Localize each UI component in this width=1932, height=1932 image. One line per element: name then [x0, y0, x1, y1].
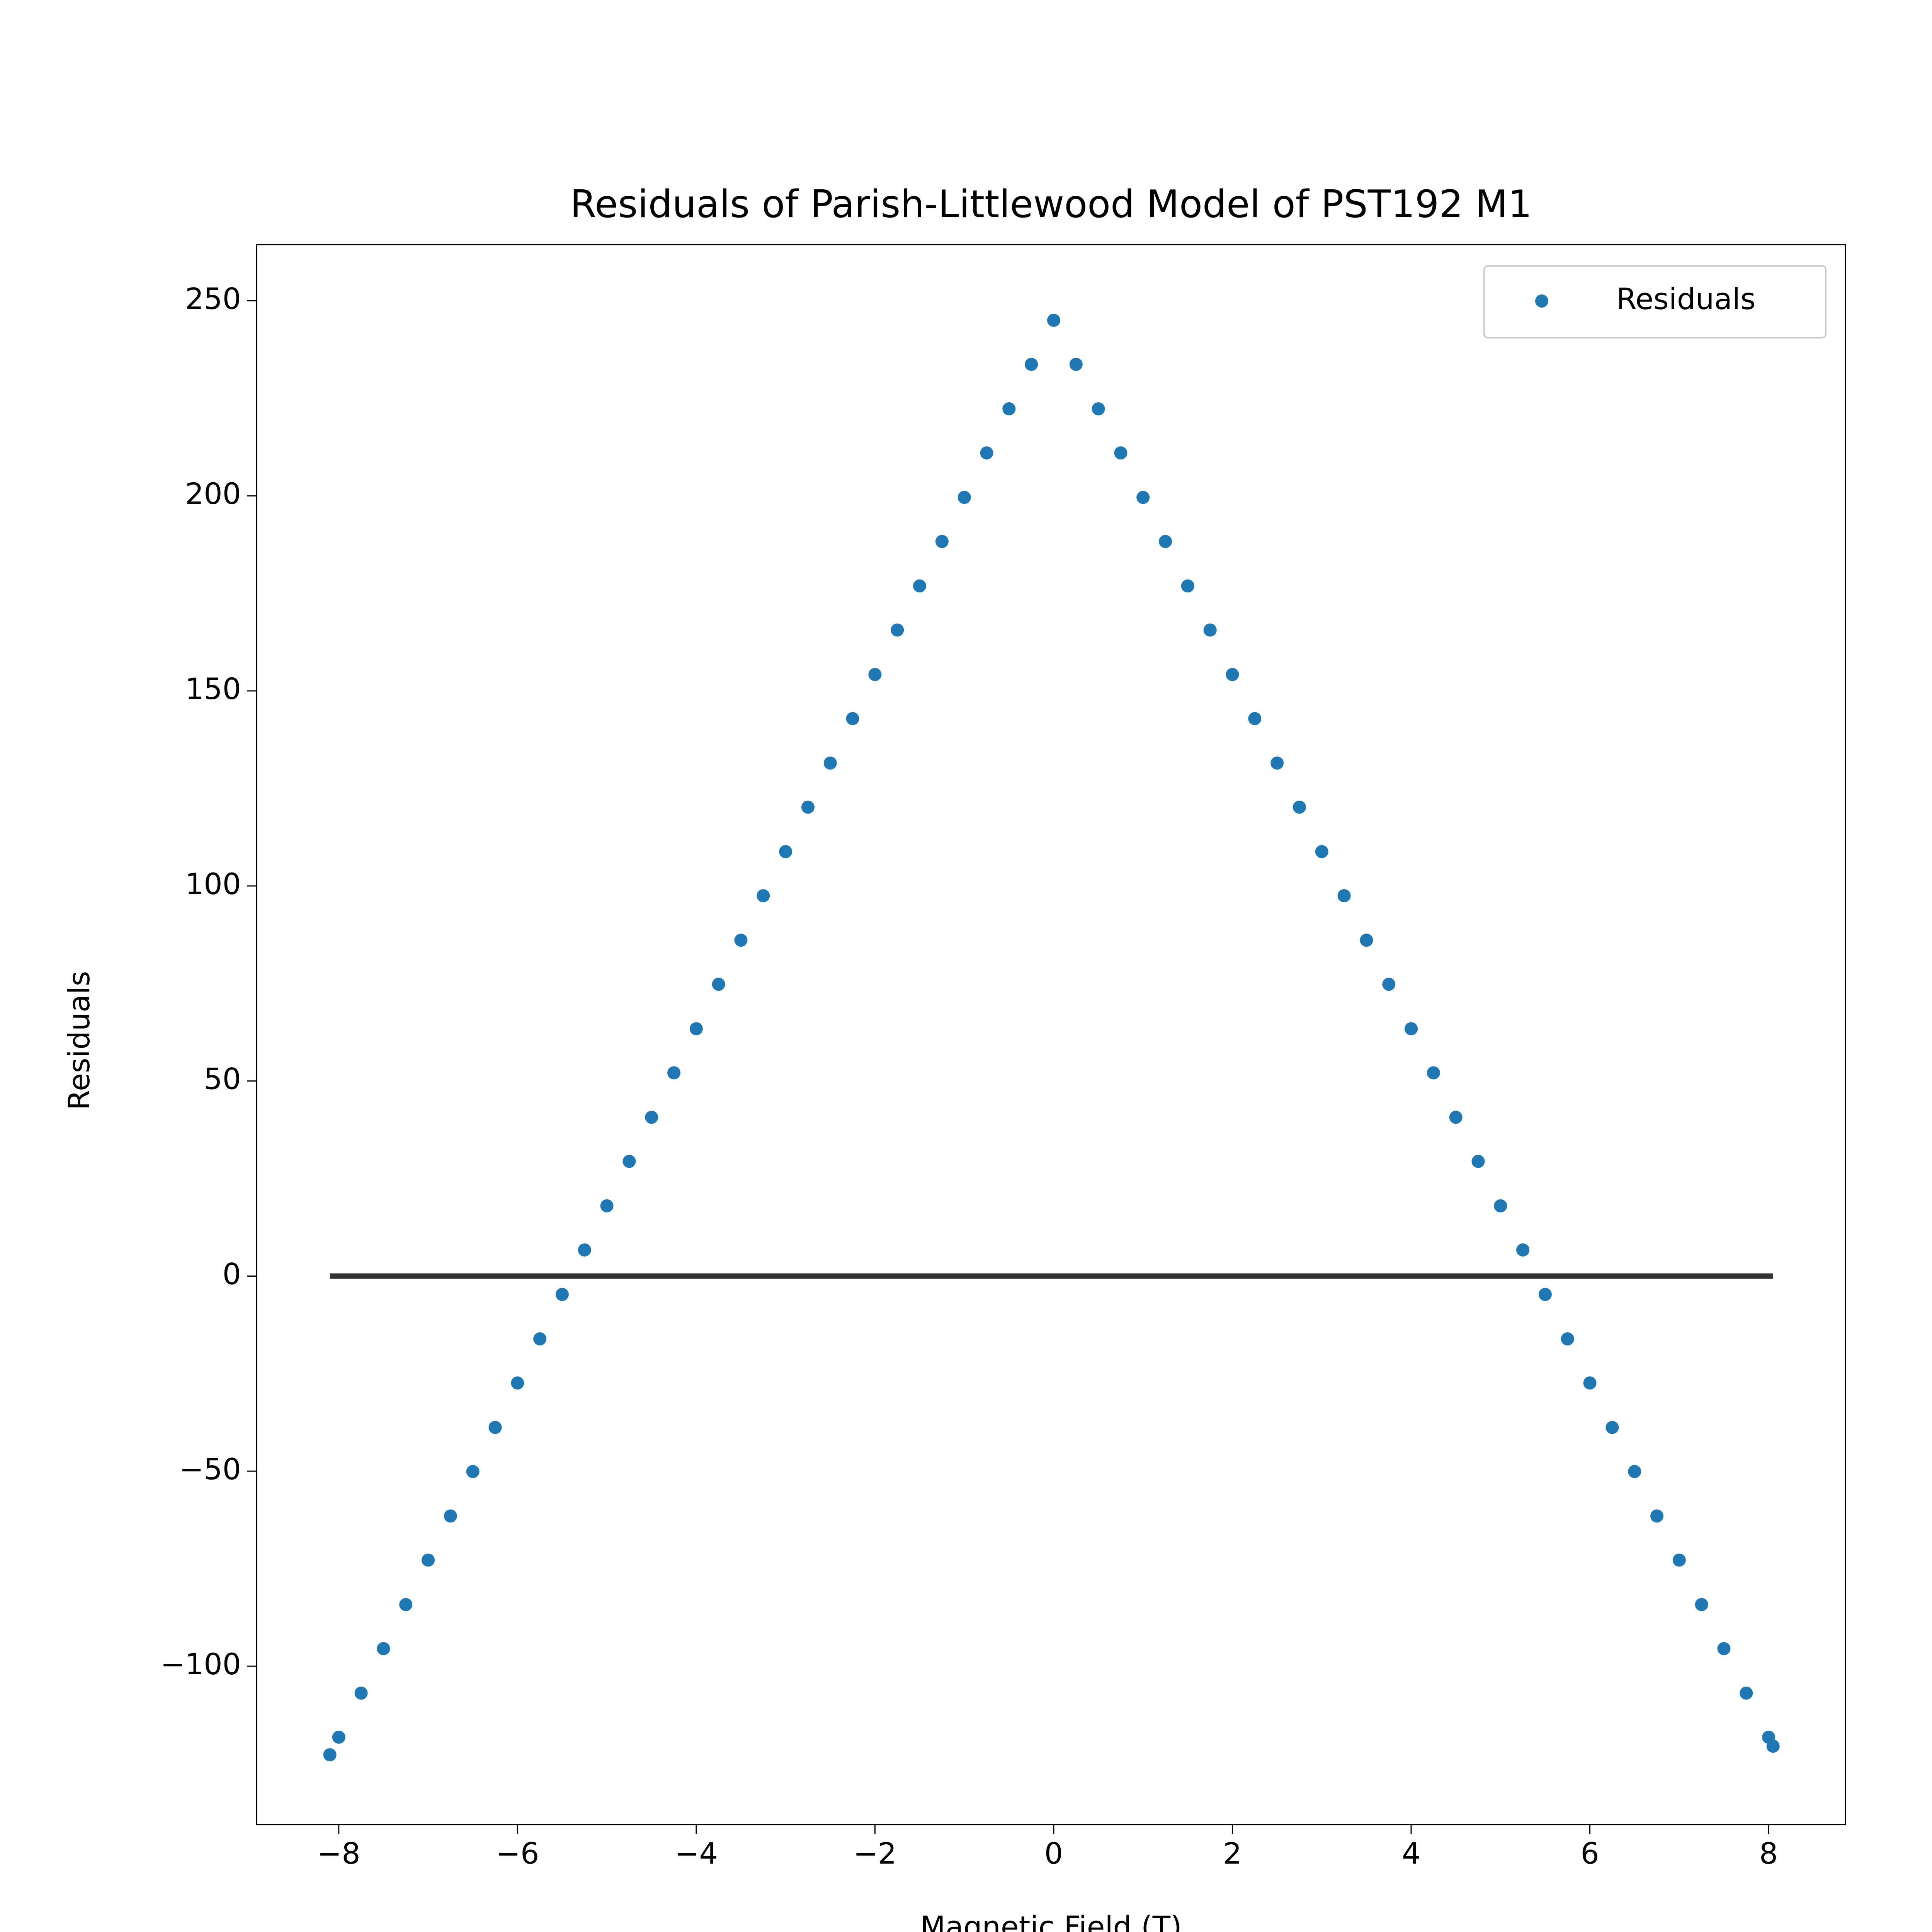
scatter-point — [1047, 313, 1060, 327]
scatter-point — [1092, 402, 1105, 416]
scatter-point — [1516, 1243, 1530, 1257]
scatter-point — [1025, 357, 1038, 371]
scatter-point — [578, 1243, 591, 1257]
scatter-point — [1203, 623, 1217, 637]
scatter-point — [1337, 889, 1351, 903]
x-tick-label: −8 — [317, 1836, 361, 1871]
scatter-point — [1114, 446, 1128, 460]
scatter-point — [1605, 1421, 1619, 1434]
scatter-point — [1136, 491, 1150, 504]
chart-title: Residuals of Parish-Littlewood Model of … — [570, 182, 1532, 226]
scatter-point — [935, 535, 949, 548]
scatter-point — [377, 1642, 390, 1655]
x-tick-label: 4 — [1402, 1836, 1420, 1871]
scatter-point — [533, 1332, 547, 1346]
legend-marker — [1535, 294, 1548, 308]
scatter-point — [354, 1686, 368, 1700]
scatter-point — [332, 1730, 345, 1744]
scatter-point — [779, 845, 793, 858]
scatter-point — [555, 1287, 569, 1301]
y-tick-label: −100 — [160, 1647, 241, 1681]
scatter-point — [1538, 1287, 1552, 1301]
scatter-point — [1069, 357, 1083, 371]
scatter-point — [957, 491, 971, 504]
y-tick-label: 50 — [204, 1062, 241, 1096]
scatter-point — [323, 1748, 337, 1762]
y-tick-label: −50 — [179, 1452, 241, 1486]
scatter-point — [1270, 756, 1284, 770]
scatter-point — [466, 1465, 480, 1478]
x-tick-label: 2 — [1223, 1836, 1242, 1871]
scatter-point — [1650, 1509, 1664, 1523]
scatter-point — [1628, 1465, 1641, 1478]
x-tick-label: −2 — [853, 1836, 896, 1871]
scatter-point — [1427, 1066, 1440, 1080]
scatter-point — [600, 1199, 614, 1213]
scatter-point — [1740, 1686, 1753, 1700]
scatter-point — [913, 579, 927, 593]
x-tick-label: 6 — [1580, 1836, 1599, 1871]
scatter-point — [1293, 800, 1306, 814]
scatter-point — [891, 623, 904, 637]
scatter-point — [712, 978, 725, 991]
scatter-point — [511, 1376, 524, 1390]
x-tick-label: −6 — [496, 1836, 539, 1871]
scatter-point — [1360, 934, 1373, 947]
x-tick-label: −4 — [675, 1836, 718, 1871]
scatter-point — [1382, 978, 1396, 991]
scatter-point — [1181, 579, 1194, 593]
scatter-point — [645, 1111, 658, 1124]
scatter-point — [1494, 1199, 1507, 1213]
y-tick-label: 0 — [223, 1257, 241, 1291]
scatter-point — [1766, 1740, 1780, 1753]
scatter-point — [1226, 668, 1239, 681]
scatter-point — [1561, 1332, 1574, 1346]
scatter-point — [488, 1421, 502, 1434]
scatter-point — [1248, 712, 1262, 725]
scatter-point — [399, 1598, 413, 1611]
scatter-point — [1159, 535, 1172, 548]
scatter-point — [1405, 1022, 1418, 1036]
scatter-point — [868, 668, 882, 681]
y-axis-label: Residuals — [62, 971, 96, 1111]
scatter-point — [422, 1553, 435, 1567]
scatter-point — [734, 934, 748, 947]
scatter-point — [1717, 1642, 1731, 1655]
scatter-point — [846, 712, 859, 725]
y-tick-label: 150 — [185, 672, 241, 706]
scatter-point — [823, 756, 837, 770]
scatter-point — [1672, 1553, 1686, 1567]
legend-label: Residuals — [1616, 282, 1756, 316]
plot-frame — [256, 244, 1846, 1825]
x-tick-label: 8 — [1759, 1836, 1778, 1871]
scatter-point — [1002, 402, 1016, 416]
scatter-point — [801, 800, 815, 814]
y-tick-label: 100 — [185, 867, 241, 901]
x-tick-label: 0 — [1044, 1836, 1063, 1871]
y-tick-label: 250 — [185, 281, 241, 316]
legend-box — [1483, 265, 1827, 338]
scatter-point — [1315, 845, 1328, 858]
scatter-point — [757, 889, 770, 903]
scatter-point — [980, 446, 993, 460]
y-tick-label: 200 — [185, 476, 241, 511]
scatter-point — [1583, 1376, 1597, 1390]
scatter-point — [667, 1066, 681, 1080]
x-axis-label: Magnetic Field (T) — [920, 1910, 1182, 1932]
scatter-point — [1471, 1155, 1485, 1168]
scatter-point — [1695, 1598, 1708, 1611]
scatter-point — [622, 1155, 636, 1168]
scatter-point — [444, 1509, 457, 1523]
scatter-point — [689, 1022, 703, 1036]
scatter-point — [1449, 1111, 1463, 1124]
